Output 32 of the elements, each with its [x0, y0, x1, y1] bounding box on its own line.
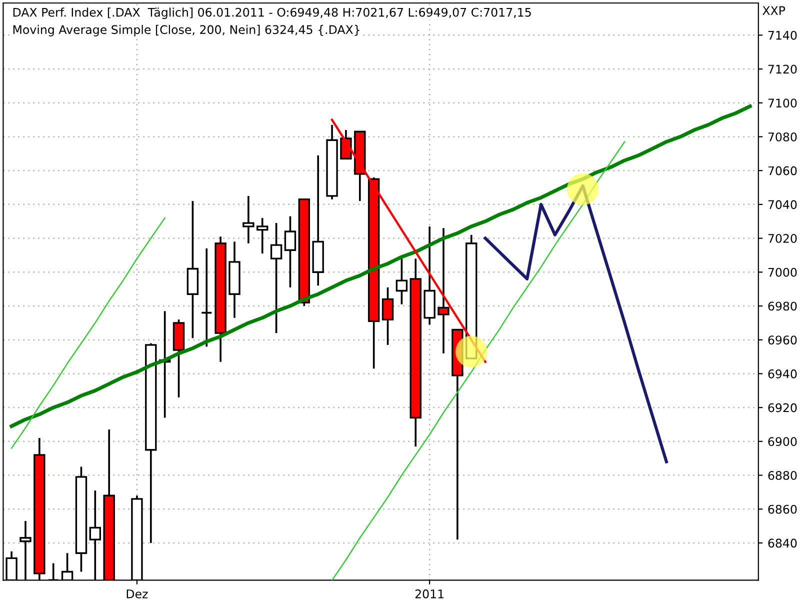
y-tick-label: 6920: [768, 403, 797, 412]
text: Moving Average Simple [Close, 200, Nein] 6324,45 {.DAX}: [13, 24, 360, 36]
candlestick: [438, 227, 450, 354]
y-tick-label: 6900: [768, 437, 797, 446]
y-tick-label: 7060: [768, 166, 797, 176]
candlestick: [270, 222, 282, 334]
y-tick-label: 7120: [768, 64, 797, 74]
y-tick-label: 6880: [768, 470, 797, 480]
y-tick-label: 7140: [768, 30, 797, 40]
y-axis-title: XXP: [762, 6, 786, 15]
y-tick-label: 6840: [768, 538, 797, 548]
y-tick-label: 6860: [768, 504, 797, 514]
candlestick: [242, 195, 254, 244]
y-tick-label: 6980: [768, 302, 797, 311]
candlestick: [382, 286, 394, 346]
y-tick-label: 7080: [768, 132, 797, 142]
candlestick: [284, 215, 296, 288]
x-tick-label: 2011: [415, 589, 444, 598]
y-tick-label: 7000: [768, 268, 797, 277]
y-tick-label: 6960: [768, 336, 797, 344]
line-series: [10, 217, 166, 449]
y-tick-label: 7020: [768, 234, 797, 243]
y-tick-label: 7040: [768, 200, 797, 210]
chart-title: DAX Perf. Index [.DAX Täglich] 06.01.2011 - O:6949,48 H:7021,67 L:6949,07 C:7017,15: [13, 8, 531, 20]
y-tick-label: 6940: [768, 369, 797, 378]
line-series: [331, 141, 626, 580]
y-tick-label: 7100: [768, 98, 797, 108]
line-series: [10, 104, 752, 428]
candlestick: [200, 248, 213, 348]
candlestick: [396, 258, 408, 306]
candlestick: [256, 217, 268, 254]
x-tick-label: Dez: [126, 590, 148, 598]
